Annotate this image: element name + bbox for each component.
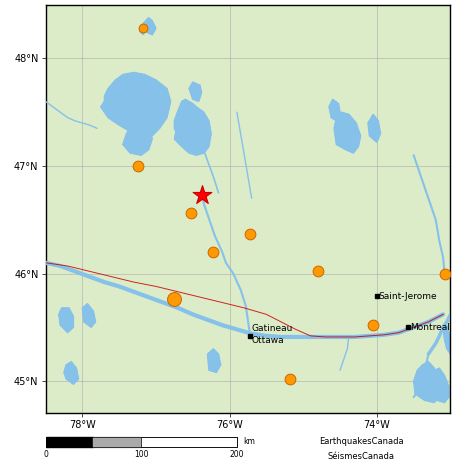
Point [187, 210, 194, 217]
Point [171, 296, 178, 303]
Polygon shape [189, 82, 202, 101]
Point [199, 191, 206, 199]
Polygon shape [123, 118, 152, 155]
Polygon shape [207, 349, 221, 372]
Text: Montreal: Montreal [410, 323, 450, 332]
Text: EarthquakesCanada: EarthquakesCanada [319, 437, 404, 446]
Bar [46, 437, 237, 446]
Point [314, 268, 322, 275]
Polygon shape [443, 325, 450, 354]
Point [286, 375, 293, 382]
Bar [93, 437, 141, 446]
Text: 200: 200 [230, 450, 244, 459]
Point [134, 162, 141, 170]
Polygon shape [174, 99, 211, 155]
Polygon shape [427, 368, 449, 403]
Bar [141, 437, 237, 446]
Polygon shape [329, 99, 340, 121]
Bar [46, 437, 93, 446]
Polygon shape [414, 365, 442, 403]
Point [247, 230, 254, 237]
Text: SéismesCanada: SéismesCanada [328, 452, 395, 460]
Polygon shape [59, 308, 73, 333]
Point [369, 321, 377, 329]
Polygon shape [420, 361, 437, 386]
Text: Ottawa: Ottawa [252, 336, 284, 346]
Text: Gatineau: Gatineau [252, 324, 293, 333]
Text: 0: 0 [43, 450, 48, 459]
Point [139, 25, 147, 32]
Polygon shape [64, 361, 79, 384]
Polygon shape [368, 114, 380, 142]
Polygon shape [143, 18, 156, 35]
Polygon shape [82, 304, 96, 327]
Text: km: km [243, 437, 256, 446]
Polygon shape [140, 26, 145, 35]
Polygon shape [101, 72, 171, 136]
Text: Saint-Jerome: Saint-Jerome [378, 291, 437, 301]
Text: 100: 100 [134, 450, 148, 459]
Polygon shape [334, 112, 361, 153]
Point [210, 248, 217, 256]
Point [441, 270, 448, 277]
